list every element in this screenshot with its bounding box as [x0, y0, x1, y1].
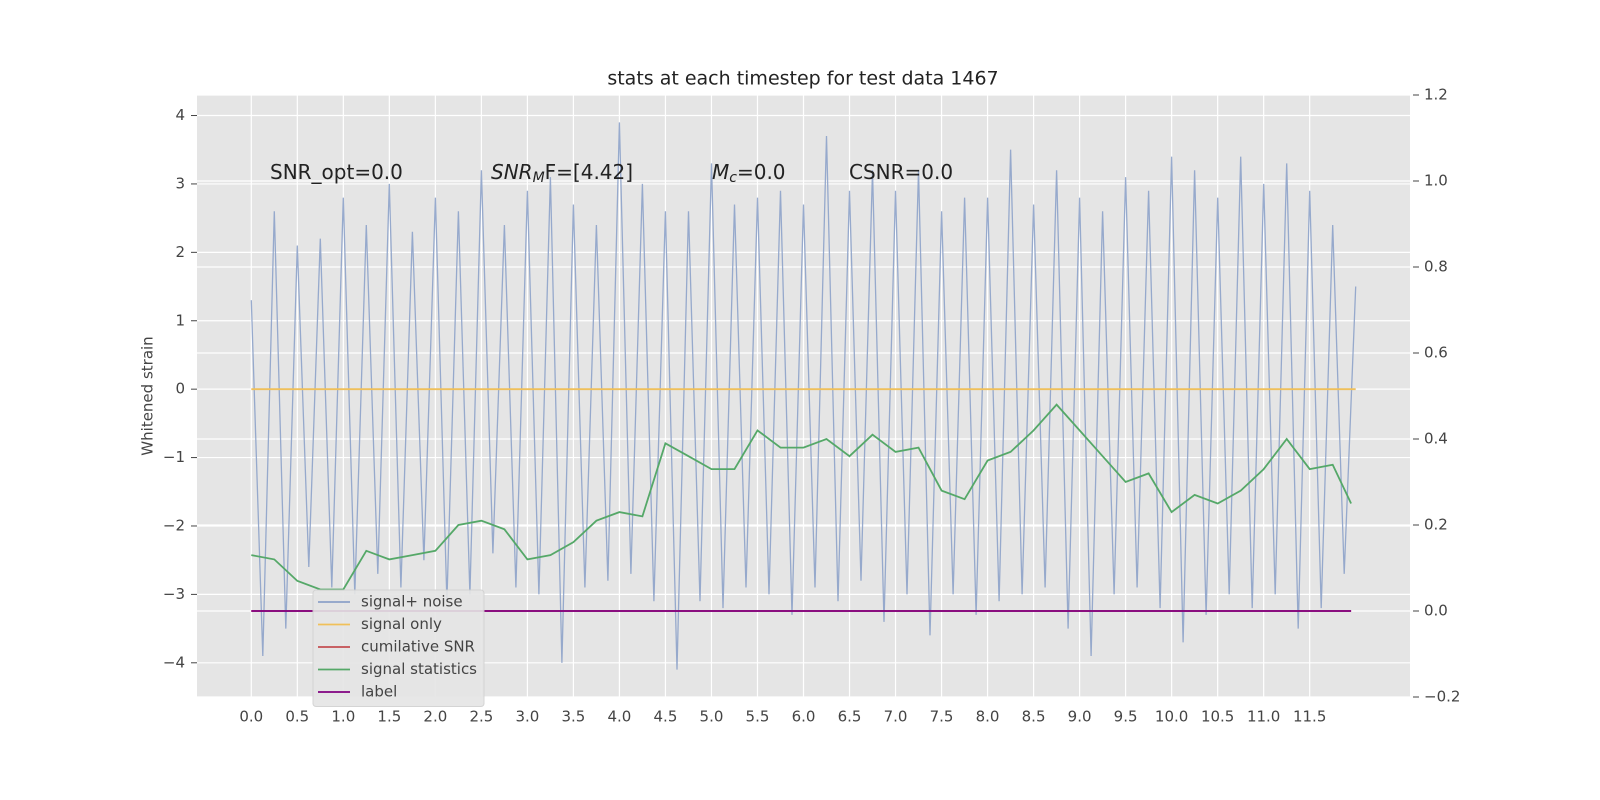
y2-tick-label: 0.6 — [1424, 344, 1448, 362]
x-tick-label: 6.5 — [838, 708, 862, 726]
annotation-part: SNR_opt=0.0 — [270, 160, 403, 184]
annotation-part: c — [729, 170, 737, 186]
y2-tick-label: 1.0 — [1424, 172, 1448, 190]
x-tick-label: 7.0 — [884, 708, 908, 726]
y-tick-label: −1 — [163, 448, 185, 466]
y2-tick-label: 1.2 — [1424, 86, 1448, 104]
series-line — [250, 122, 1357, 670]
chart-title: stats at each timestep for test data 146… — [607, 68, 998, 90]
x-tick-label: 3.5 — [561, 708, 585, 726]
y-tick-label: 2 — [175, 243, 185, 261]
annotation-part: SNR — [491, 160, 533, 184]
x-tick-label: 4.5 — [654, 708, 678, 726]
legend-label: signal statistics — [361, 660, 477, 678]
x-tick-label: 1.5 — [377, 708, 401, 726]
x-tick-label: 8.0 — [976, 708, 1000, 726]
y-tick-label: 4 — [175, 106, 185, 124]
x-tick-label: 2.5 — [469, 708, 493, 726]
x-tick-label: 3.0 — [515, 708, 539, 726]
x-tick-label: 10.0 — [1155, 708, 1188, 726]
x-tick-label: 11.0 — [1247, 708, 1280, 726]
y2-tick-label: 0.4 — [1424, 430, 1448, 448]
y-tick-label: −3 — [163, 585, 185, 603]
y-tick-label: −2 — [163, 516, 185, 534]
annotation-part: F=[4.42] — [545, 160, 633, 184]
legend-label: label — [361, 683, 397, 701]
y-axis-label: Whitened strain — [139, 336, 157, 455]
annotation-part: CSNR=0.0 — [849, 160, 953, 184]
annotation: Mc=0.0 — [712, 160, 786, 187]
x-tick-label: 6.0 — [792, 708, 816, 726]
annotation-part: =0.0 — [737, 160, 786, 184]
x-tick-label: 4.0 — [608, 708, 632, 726]
y-tick-label: −4 — [163, 653, 185, 671]
annotation-part: M — [712, 160, 729, 184]
y-tick-label: 0 — [175, 380, 185, 398]
y2-tick-label: 0.0 — [1424, 602, 1448, 620]
legend-label: cumilative SNR — [361, 638, 475, 656]
x-tick-label: 0.0 — [239, 708, 263, 726]
y2-tick-label: 0.2 — [1424, 516, 1448, 534]
y2-tick-label: 0.8 — [1424, 258, 1448, 276]
x-tick-label: 1.0 — [331, 708, 355, 726]
legend-label: signal+ noise — [361, 593, 463, 611]
x-tick-label: 9.0 — [1068, 708, 1092, 726]
y-tick-label: 3 — [175, 174, 185, 192]
x-tick-label: 8.5 — [1022, 708, 1046, 726]
x-tick-label: 5.5 — [746, 708, 770, 726]
y-tick-label: 1 — [175, 311, 185, 329]
annotation: SNR_opt=0.0 — [270, 160, 403, 184]
annotation: CSNR=0.0 — [849, 160, 953, 184]
annotation: SNRMF=[4.42] — [491, 160, 633, 187]
x-tick-label: 9.5 — [1114, 708, 1138, 726]
series-line — [251, 403, 1352, 591]
legend-box — [312, 589, 485, 707]
legend-label: signal only — [361, 615, 442, 633]
x-tick-label: 10.5 — [1201, 708, 1234, 726]
y2-tick-label: −0.2 — [1424, 688, 1460, 706]
x-tick-label: 0.5 — [285, 708, 309, 726]
x-tick-label: 5.0 — [700, 708, 724, 726]
x-tick-label: 11.5 — [1293, 708, 1326, 726]
x-tick-label: 7.5 — [930, 708, 954, 726]
annotation-part: M — [533, 170, 545, 186]
x-tick-label: 2.0 — [423, 708, 447, 726]
